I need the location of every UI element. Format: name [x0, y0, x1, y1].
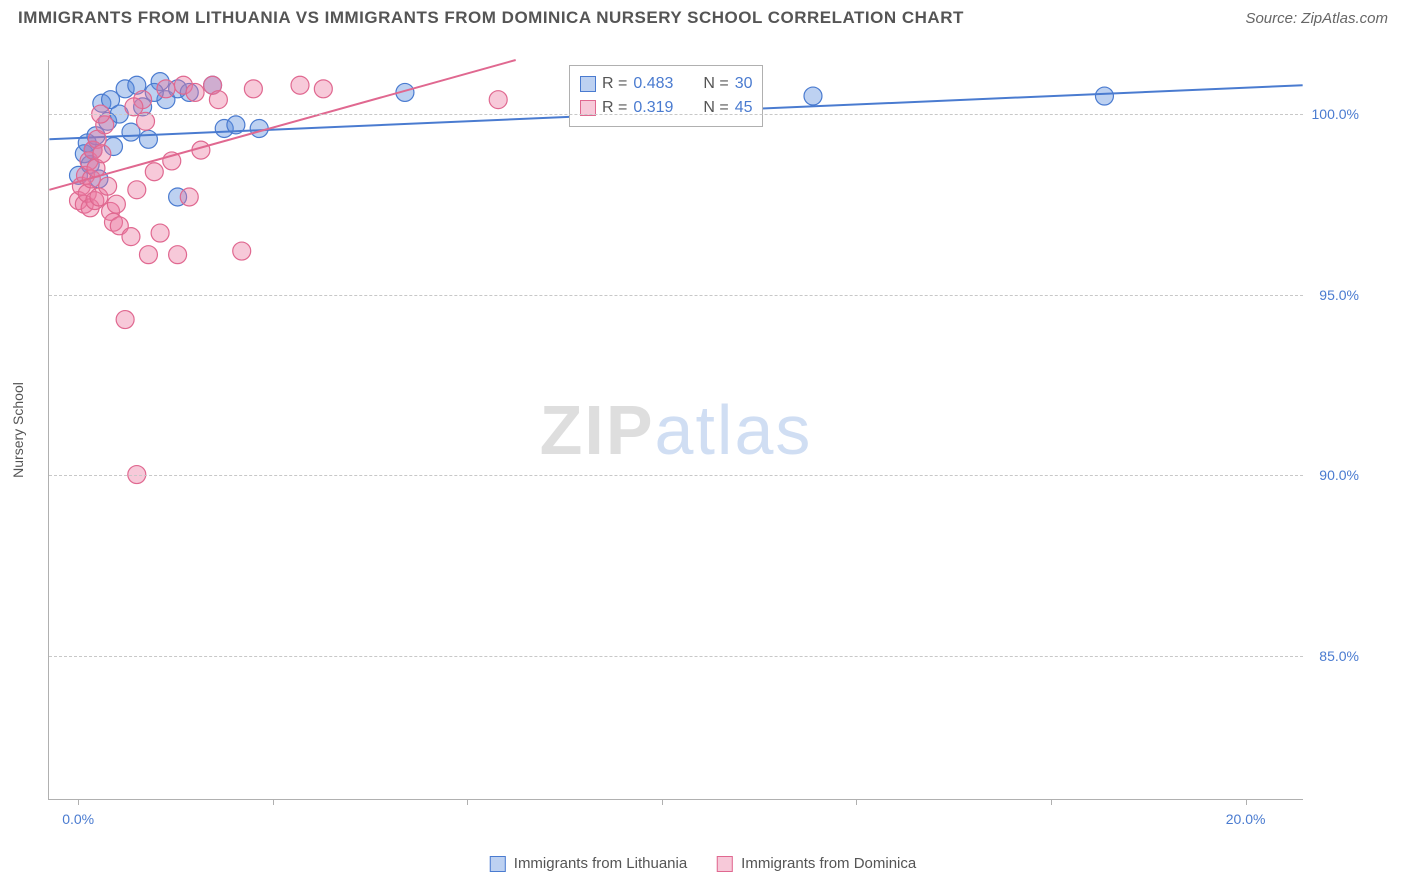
scatter-point-dominica — [125, 98, 143, 116]
scatter-point-dominica — [99, 177, 117, 195]
gridline — [49, 475, 1303, 476]
scatter-point-dominica — [169, 246, 187, 264]
gridline — [49, 656, 1303, 657]
scatter-point-lithuania — [804, 87, 822, 105]
x-tick — [467, 799, 468, 805]
x-tick — [856, 799, 857, 805]
scatter-point-dominica — [157, 80, 175, 98]
legend-row-dominica: R =0.319 N = 45 — [580, 96, 752, 120]
legend-n-label: N = — [703, 96, 728, 120]
scatter-point-lithuania — [139, 130, 157, 148]
scatter-point-dominica — [314, 80, 332, 98]
series-legend-label: Immigrants from Dominica — [741, 855, 916, 872]
scatter-point-dominica — [489, 91, 507, 109]
chart-container: Nursery School ZIPatlas R =0.483N =30R =… — [48, 60, 1348, 800]
correlation-legend: R =0.483 N = 30 R =0.319 N = 45 — [569, 65, 763, 127]
scatter-point-lithuania — [250, 120, 268, 138]
scatter-svg — [49, 60, 1303, 799]
x-tick — [1246, 799, 1247, 805]
legend-swatch-icon — [490, 856, 506, 872]
series-legend: Immigrants from Lithuania Immigrants from… — [490, 855, 916, 872]
legend-n-label: N = — [703, 72, 728, 96]
legend-r-value: 0.319 — [633, 96, 689, 120]
chart-header: IMMIGRANTS FROM LITHUANIA VS IMMIGRANTS … — [0, 0, 1406, 32]
legend-r-label: R = — [602, 96, 627, 120]
legend-n-value: 30 — [735, 72, 753, 96]
source-label: Source: ZipAtlas.com — [1245, 10, 1388, 27]
scatter-point-dominica — [122, 228, 140, 246]
scatter-point-dominica — [291, 76, 309, 94]
regression-line-dominica — [49, 60, 515, 190]
y-tick-label: 95.0% — [1309, 287, 1359, 303]
legend-r-value: 0.483 — [633, 72, 689, 96]
scatter-point-dominica — [209, 91, 227, 109]
y-tick-label: 90.0% — [1309, 467, 1359, 483]
legend-swatch-icon — [717, 856, 733, 872]
scatter-point-dominica — [116, 311, 134, 329]
series-legend-label: Immigrants from Lithuania — [514, 855, 687, 872]
x-tick — [1051, 799, 1052, 805]
y-tick-label: 100.0% — [1309, 106, 1359, 122]
y-tick-label: 85.0% — [1309, 648, 1359, 664]
x-tick — [273, 799, 274, 805]
scatter-point-dominica — [145, 163, 163, 181]
x-tick — [78, 799, 79, 805]
plot-area: ZIPatlas R =0.483N =30R =0.319N =45 85.0… — [48, 60, 1303, 800]
scatter-point-dominica — [128, 181, 146, 199]
legend-r-label: R = — [602, 72, 627, 96]
x-tick — [662, 799, 663, 805]
scatter-point-dominica — [233, 242, 251, 260]
series-legend-item-dominica: Immigrants from Dominica — [717, 855, 916, 872]
scatter-point-dominica — [151, 224, 169, 242]
scatter-point-lithuania — [1095, 87, 1113, 105]
scatter-point-dominica — [139, 246, 157, 264]
scatter-point-dominica — [107, 195, 125, 213]
scatter-point-dominica — [186, 83, 204, 101]
scatter-point-dominica — [180, 188, 198, 206]
gridline — [49, 114, 1303, 115]
y-axis-label: Nursery School — [10, 382, 26, 478]
chart-title: IMMIGRANTS FROM LITHUANIA VS IMMIGRANTS … — [18, 8, 964, 28]
x-tick-label-right: 20.0% — [1226, 811, 1266, 827]
legend-row-lithuania: R =0.483 N = 30 — [580, 72, 752, 96]
scatter-point-dominica — [93, 145, 111, 163]
legend-swatch-icon — [580, 76, 596, 92]
x-tick-label-left: 0.0% — [62, 811, 94, 827]
legend-n-value: 45 — [735, 96, 753, 120]
gridline — [49, 295, 1303, 296]
series-legend-item-lithuania: Immigrants from Lithuania — [490, 855, 687, 872]
scatter-point-dominica — [244, 80, 262, 98]
